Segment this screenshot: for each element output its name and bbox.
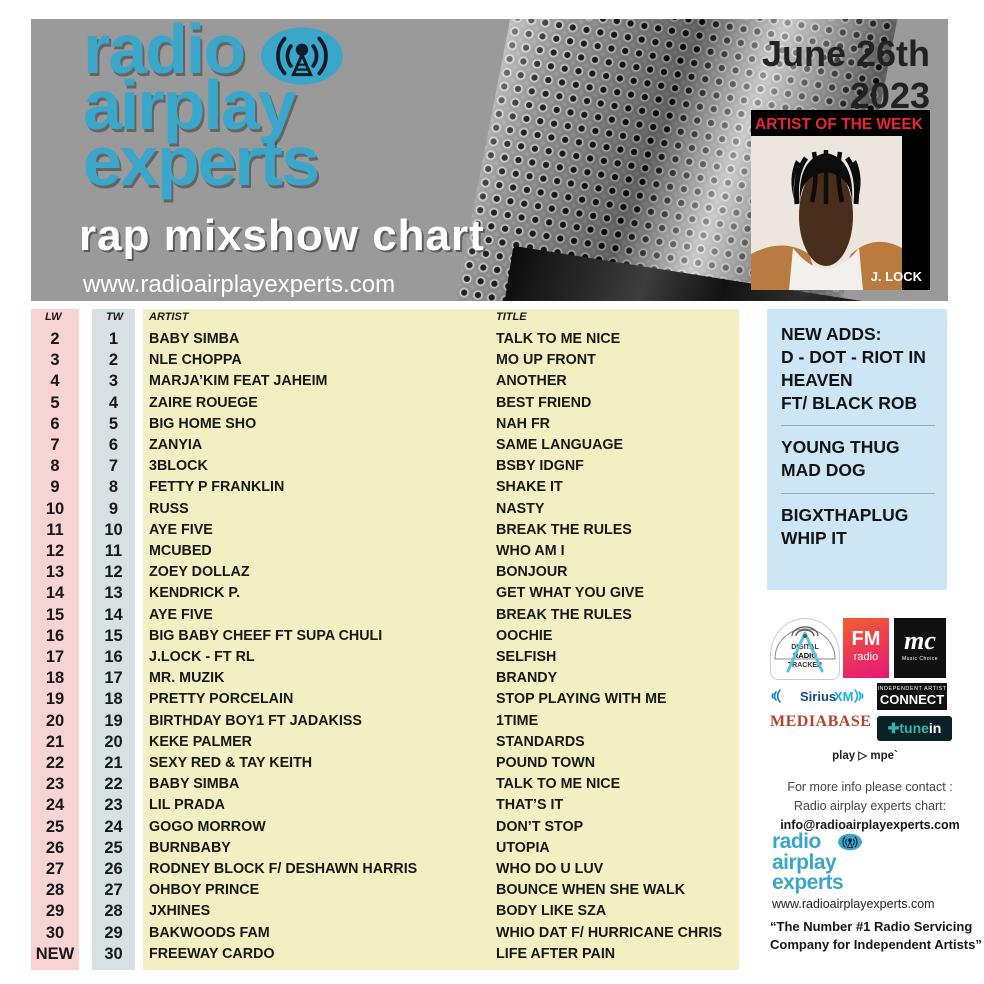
svg-text:Sirius: Sirius [800,689,836,704]
svg-text:XM: XM [834,689,854,704]
svg-text:DIGITAL: DIGITAL [791,644,819,651]
